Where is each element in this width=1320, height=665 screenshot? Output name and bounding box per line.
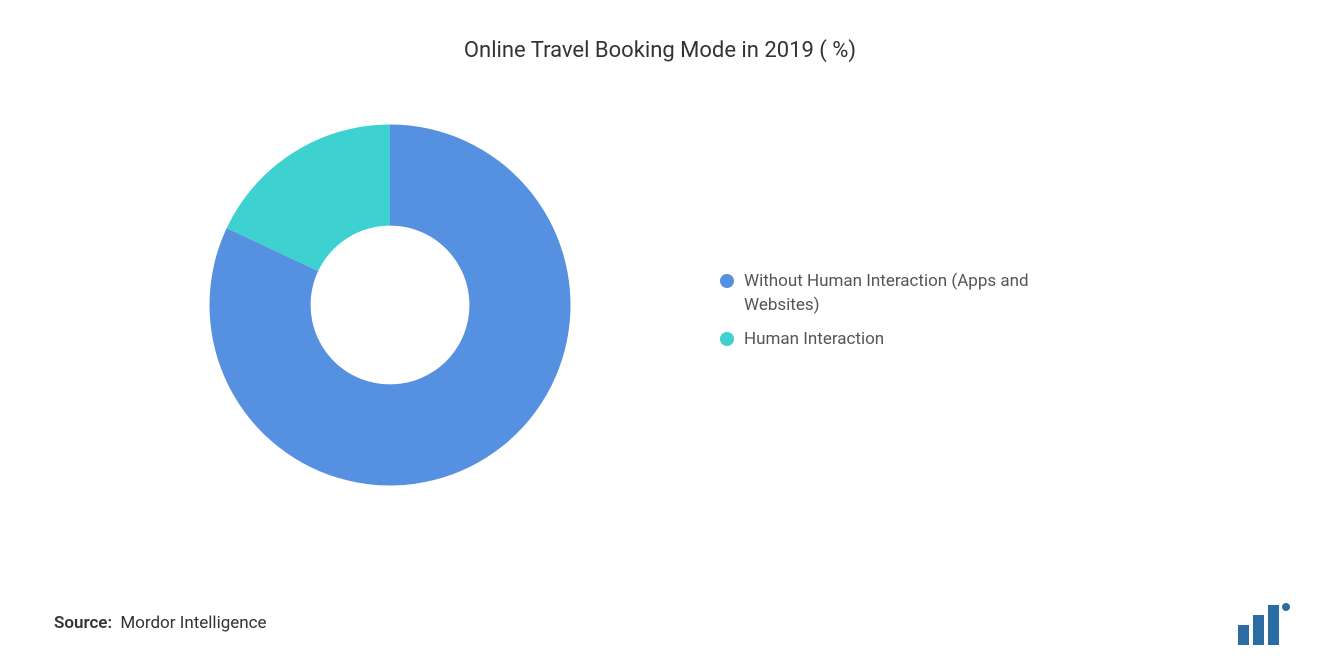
donut-svg bbox=[200, 115, 580, 495]
legend-item-0: Without Human Interaction (Apps and Webs… bbox=[720, 270, 1070, 318]
mordor-logo bbox=[1236, 601, 1292, 645]
source-attribution: Source: Mordor Intelligence bbox=[54, 613, 267, 633]
logo-svg bbox=[1236, 601, 1292, 645]
chart-title: Online Travel Booking Mode in 2019 ( %) bbox=[0, 38, 1320, 63]
legend-marker-0 bbox=[720, 274, 734, 288]
logo-bar-1 bbox=[1238, 625, 1249, 645]
legend-marker-1 bbox=[720, 332, 734, 346]
source-label: Source: bbox=[54, 613, 112, 633]
logo-dot bbox=[1282, 603, 1290, 611]
logo-bar-3 bbox=[1268, 605, 1279, 645]
legend-item-1: Human Interaction bbox=[720, 328, 1070, 352]
donut-chart bbox=[200, 115, 580, 495]
chart-legend: Without Human Interaction (Apps and Webs… bbox=[720, 270, 1070, 361]
legend-label-1: Human Interaction bbox=[744, 328, 884, 352]
legend-label-0: Without Human Interaction (Apps and Webs… bbox=[744, 270, 1070, 318]
logo-bar-2 bbox=[1253, 615, 1264, 645]
source-value: Mordor Intelligence bbox=[120, 613, 266, 633]
